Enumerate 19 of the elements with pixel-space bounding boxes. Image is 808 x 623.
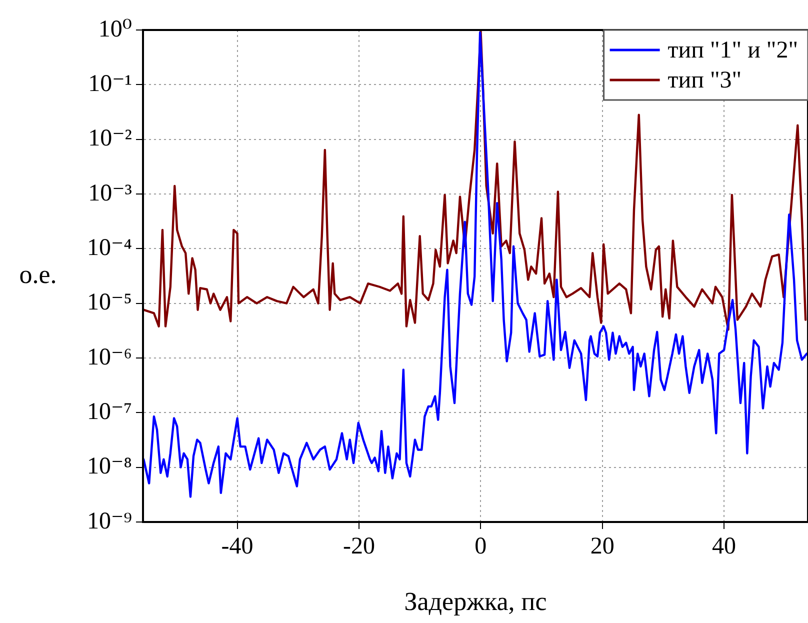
y-tick-label: 10⁻⁴	[86, 234, 132, 261]
x-tick-label: 0	[474, 534, 487, 560]
x-tick-label: 40	[712, 534, 736, 560]
x-tick-label: 20	[590, 534, 614, 560]
y-tick-label: 10⁰	[98, 16, 132, 42]
y-tick-label: 10⁻²	[88, 126, 132, 152]
x-tick-label: -20	[342, 534, 375, 560]
x-axis-title: Задержка, пс	[404, 587, 547, 616]
y-tick-label: 10⁻⁹	[86, 508, 132, 534]
y-tick-label: 10⁻¹	[88, 70, 132, 97]
y-tick-label: 10⁻⁵	[86, 290, 132, 316]
legend-label: тип "3"	[668, 67, 742, 94]
y-tick-label: 10⁻⁶	[86, 344, 132, 370]
x-tick-label: -40	[221, 534, 254, 560]
y-tick-label: 10⁻³	[88, 180, 132, 206]
y-tick-label: 10⁻⁷	[86, 398, 132, 425]
y-tick-label: 10⁻⁸	[86, 454, 132, 480]
legend-label: тип "1" и "2"	[668, 37, 798, 64]
y-axis-title: о.е.	[19, 260, 57, 289]
